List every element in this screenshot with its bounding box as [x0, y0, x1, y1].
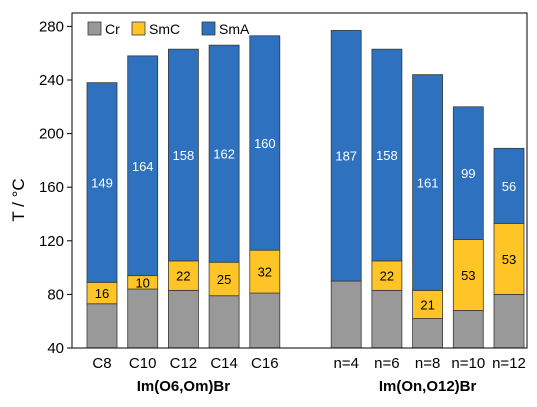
plot-frame: [71, 12, 528, 349]
data-label-sma-n=10: 99: [461, 166, 475, 181]
data-label-sma-n=8: 161: [417, 176, 439, 191]
x-tick-label-C8: C8: [92, 355, 111, 372]
data-label-smc-C14: 25: [217, 272, 231, 287]
bar-smc-C14: [208, 261, 240, 297]
y-axis-title: T / °C: [9, 178, 28, 221]
y-tick-label-200: 200: [39, 126, 64, 143]
data-label-smc-C16: 32: [258, 265, 272, 280]
x-tick-label-n=12: n=12: [492, 355, 526, 372]
x-tick-label-n=4: n=4: [333, 355, 358, 372]
bar-sma-C10: [127, 55, 159, 277]
bar-cr-n=8: [412, 318, 444, 349]
y-tick-label-40: 40: [47, 340, 64, 357]
bar-sma-C14: [208, 44, 240, 263]
data-label-smc-n=12: 53: [502, 252, 516, 267]
axes-layer: C8 C10 C12 C14 C16 Im(O6,Om)Br n=4 n=6 n=8 n=10 n=…: [39, 12, 528, 395]
bar-sma-n=8: [412, 74, 444, 291]
legend-label-sma: SmA: [219, 21, 250, 37]
data-label-smc-C10: 10: [135, 275, 149, 290]
bar-cr-n=12: [493, 293, 525, 349]
bar-smc-n=12: [493, 222, 525, 295]
legend-label-smc: SmC: [149, 21, 180, 37]
bar-smc-n=10: [452, 239, 484, 311]
data-label-sma-n=6: 158: [376, 148, 398, 163]
bar-sma-C16: [249, 35, 281, 251]
legend-label-cr: Cr: [105, 21, 120, 37]
y-tick-label-240: 240: [39, 72, 64, 89]
data-label-smc-n=10: 53: [461, 268, 475, 283]
bar-cr-C16: [249, 292, 281, 349]
x-tick-label-n=8: n=8: [415, 355, 440, 372]
legend-swatch-sma: [201, 21, 216, 36]
bar-cr-n=4: [330, 280, 362, 349]
x-tick-label-n=10: n=10: [451, 355, 485, 372]
y-tick-label-160: 160: [39, 179, 64, 196]
bars-layer: 16 149 10 164 22 158 25 162 32 160 187 22 158 21 161 53…: [86, 30, 525, 349]
bar-smc-C16: [249, 249, 281, 294]
bar-smc-n=6: [371, 260, 403, 291]
legend: Cr SmC SmA: [87, 21, 250, 37]
y-tick-label-120: 120: [39, 233, 64, 250]
data-label-sma-C14: 162: [213, 147, 235, 162]
bar-cr-n=6: [371, 289, 403, 349]
data-label-smc-C12: 22: [176, 269, 190, 284]
bar-sma-n=6: [371, 48, 403, 262]
bar-cr-C8: [86, 303, 118, 349]
bar-cr-C14: [208, 295, 240, 349]
x-tick-label-C12: C12: [170, 355, 198, 372]
data-label-smc-C8: 16: [95, 286, 109, 301]
x-tick-label-C16: C16: [251, 355, 279, 372]
bar-cr-C12: [167, 289, 199, 349]
data-label-sma-n=12: 56: [502, 179, 516, 194]
group-label-0: Im(O6,Om)Br: [137, 378, 231, 395]
y-tick-label-280: 280: [39, 18, 64, 35]
data-label-sma-C10: 164: [132, 159, 154, 174]
bar-sma-C8: [86, 82, 118, 283]
bar-cr-C10: [127, 288, 159, 349]
data-label-smc-n=8: 21: [420, 297, 434, 312]
y-tick-label-80: 80: [47, 286, 64, 303]
bar-sma-n=10: [452, 106, 484, 240]
data-label-smc-n=6: 22: [380, 269, 394, 284]
x-tick-label-C14: C14: [210, 355, 238, 372]
data-label-sma-n=4: 187: [335, 149, 357, 164]
bar-sma-n=4: [330, 30, 362, 282]
legend-swatch-smc: [131, 21, 146, 36]
x-tick-label-C10: C10: [129, 355, 157, 372]
bar-sma-C12: [167, 48, 199, 262]
group-label-1: Im(On,O12)Br: [379, 378, 477, 395]
bar-smc-C12: [167, 260, 199, 291]
legend-swatch-cr: [87, 21, 102, 36]
x-tick-label-n=6: n=6: [374, 355, 399, 372]
bar-cr-n=10: [452, 310, 484, 349]
data-label-sma-C16: 160: [254, 136, 276, 151]
bar-sma-n=12: [493, 147, 525, 224]
data-label-sma-C8: 149: [91, 176, 113, 191]
data-label-sma-C12: 158: [173, 148, 195, 163]
